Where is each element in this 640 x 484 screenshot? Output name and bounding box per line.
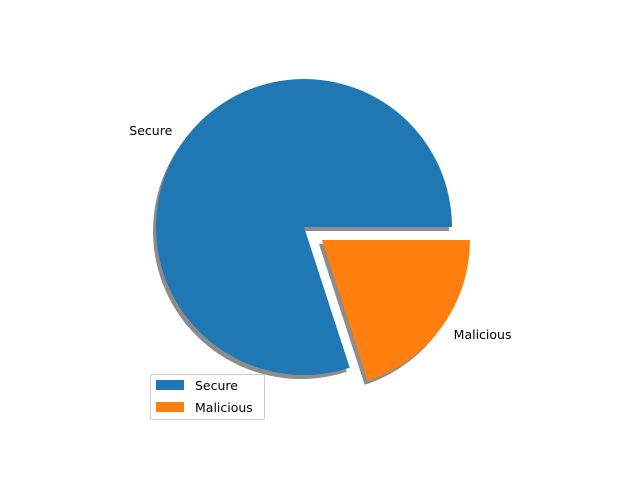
legend: Secure Malicious <box>150 374 265 420</box>
slice-label-secure: Secure <box>129 123 172 138</box>
slice-label-malicious: Malicious <box>454 327 512 342</box>
slice-malicious <box>321 240 470 381</box>
legend-swatch-secure <box>156 380 184 390</box>
legend-label-malicious: Malicious <box>195 400 253 415</box>
legend-label-secure: Secure <box>195 378 238 393</box>
slice-secure <box>156 79 452 376</box>
slice-labels: Secure Malicious <box>129 123 511 342</box>
pie-slices <box>156 79 470 381</box>
legend-swatch-malicious <box>156 402 184 412</box>
